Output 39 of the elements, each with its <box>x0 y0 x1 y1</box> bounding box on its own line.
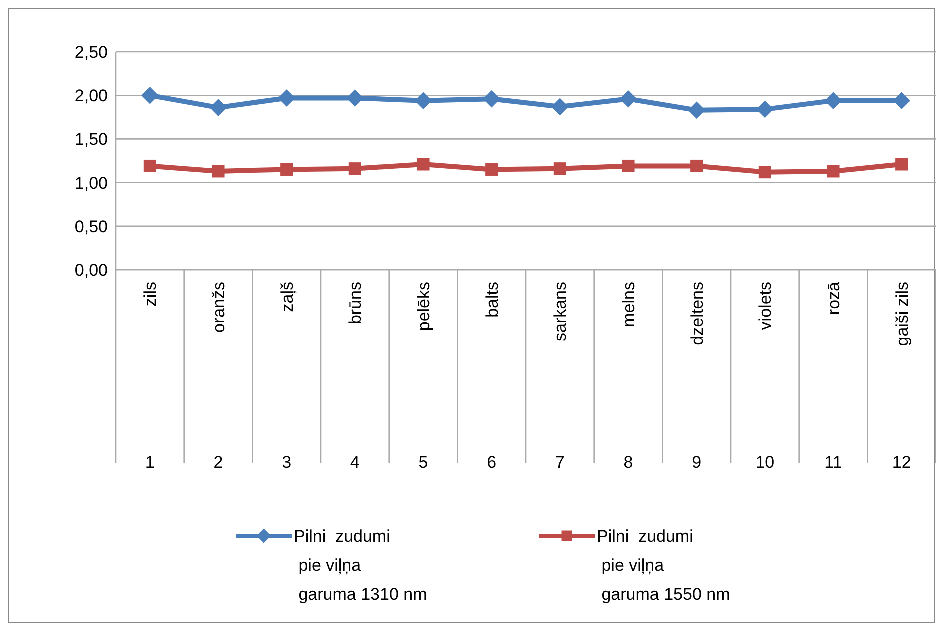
y-tick-label: 2,50 <box>74 42 108 62</box>
point <box>280 163 294 176</box>
category-label: violets 10 <box>756 282 776 472</box>
category-label: zaļš 3 <box>278 282 297 472</box>
category-label: sarkans 7 <box>551 282 570 472</box>
y-tick-label: 0,50 <box>74 217 108 236</box>
point <box>212 165 225 178</box>
category-label: rozā 11 <box>824 282 844 472</box>
point <box>552 98 569 116</box>
point <box>690 160 704 172</box>
point <box>896 158 908 171</box>
point <box>827 165 840 178</box>
y-tick-label: 0,00 <box>74 260 108 280</box>
y-tick-label: 1,50 <box>74 130 108 150</box>
point <box>210 99 228 116</box>
point <box>620 90 638 108</box>
category-label: oranžs 2 <box>210 282 228 472</box>
y-tick-label: 1,00 <box>74 174 108 193</box>
legend-label: Pilni zudumi pie viļņa garuma 1310 nm <box>294 527 428 604</box>
category-label: zils 1 <box>141 282 160 472</box>
category-label: balts 6 <box>482 282 502 472</box>
y-tick-label: 2,00 <box>74 86 108 106</box>
category-label: gaiši zils 12 <box>892 282 912 472</box>
point <box>483 90 500 108</box>
point <box>688 102 706 120</box>
point <box>554 162 566 176</box>
point <box>756 100 774 118</box>
category-label: dzeltens 9 <box>688 282 707 472</box>
category-label: pelēks 5 <box>414 282 434 472</box>
point <box>348 162 362 176</box>
point <box>144 160 156 172</box>
point <box>758 166 772 179</box>
point <box>278 90 296 107</box>
category-label: brūns 4 <box>346 282 366 472</box>
point <box>622 160 635 172</box>
point <box>142 86 159 104</box>
point <box>486 163 498 176</box>
legend-label: Pilni zudumi pie viļņa garuma 1550 nm <box>597 527 730 604</box>
point <box>417 158 430 171</box>
